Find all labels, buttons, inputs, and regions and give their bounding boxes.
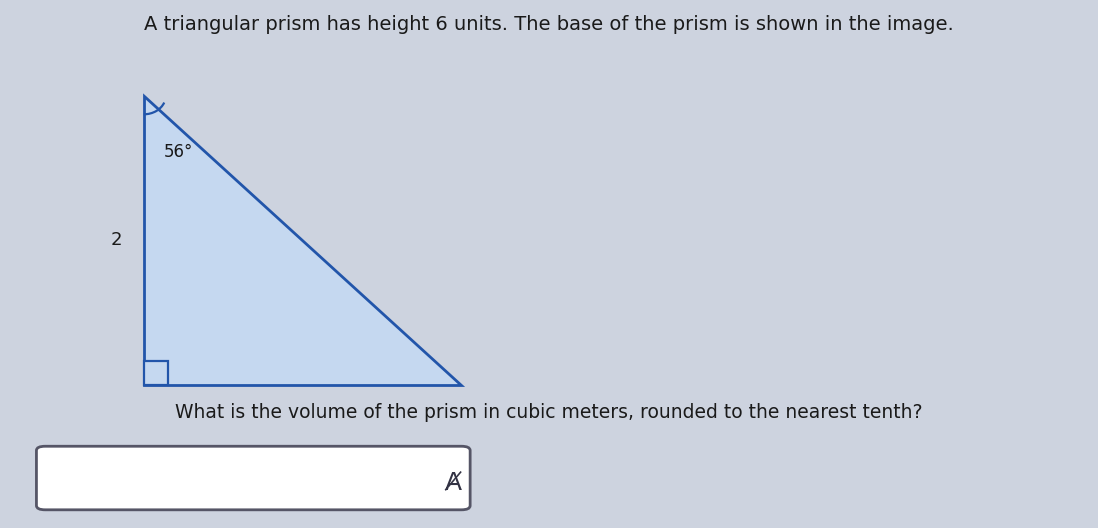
Text: What is the volume of the prism in cubic meters, rounded to the nearest tenth?: What is the volume of the prism in cubic… [176,403,922,422]
Text: 56°: 56° [164,143,193,161]
FancyBboxPatch shape [36,446,470,510]
Polygon shape [144,96,461,385]
Text: A̸: A̸ [445,470,462,494]
Text: A triangular prism has height 6 units. The base of the prism is shown in the ima: A triangular prism has height 6 units. T… [144,14,954,33]
Text: 2: 2 [111,231,122,249]
Polygon shape [144,361,168,385]
